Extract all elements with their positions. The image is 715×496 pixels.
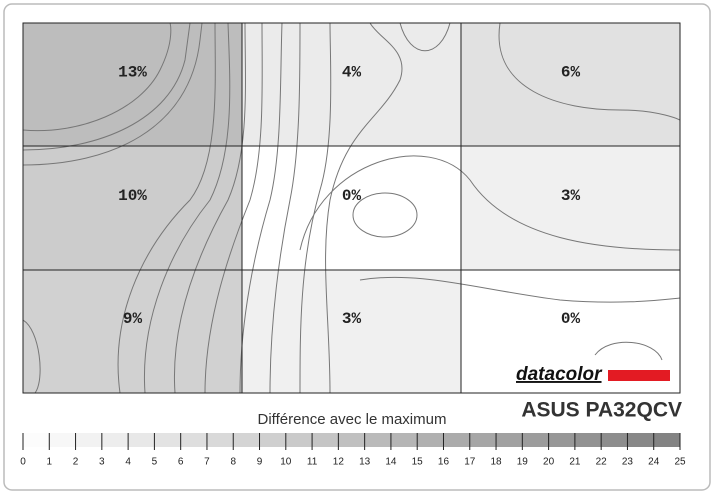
colorbar-swatch xyxy=(206,433,234,447)
colorbar-swatch xyxy=(101,433,129,447)
cell xyxy=(242,23,461,147)
colorbar-tick-label: 12 xyxy=(333,457,345,468)
cell-label: 9% xyxy=(123,310,143,328)
colorbar-swatch xyxy=(522,433,549,447)
colorbar-swatch xyxy=(154,433,181,447)
colorbar-swatch xyxy=(233,433,260,447)
cell-label: 3% xyxy=(342,310,362,328)
colorbar-tick-label: 7 xyxy=(204,457,210,468)
colorbar-tick-label: 2 xyxy=(73,457,79,468)
colorbar-tick-label: 1 xyxy=(46,457,52,468)
colorbar-tick-label: 9 xyxy=(257,457,263,468)
cell-label: 4% xyxy=(342,64,362,82)
colorbar-tick-label: 25 xyxy=(674,457,686,468)
cell-label: 0% xyxy=(342,187,362,205)
colorbar-tick-label: 20 xyxy=(543,457,555,468)
colorbar-tick-label: 22 xyxy=(596,457,608,468)
cell-label: 0% xyxy=(561,310,581,328)
colorbar-tick-label: 0 xyxy=(20,457,26,468)
colorbar-swatch xyxy=(469,433,497,447)
colorbar-swatch xyxy=(390,433,418,447)
colorbar-tick-label: 18 xyxy=(490,457,502,468)
colorbar-tick-label: 21 xyxy=(569,457,581,468)
chart-title: ASUS PA32QCV xyxy=(521,399,682,422)
colorbar-tick-label: 10 xyxy=(280,457,292,468)
colorbar-swatch xyxy=(180,433,207,447)
colorbar-swatch xyxy=(496,433,523,447)
cell xyxy=(242,269,461,393)
cell xyxy=(242,146,461,270)
colorbar-tick-label: 6 xyxy=(178,457,184,468)
cell-grid xyxy=(22,22,681,394)
colorbar-swatch xyxy=(417,433,444,447)
cell xyxy=(461,146,680,270)
colorbar-swatch xyxy=(285,433,313,447)
colorbar-tick-label: 3 xyxy=(99,457,105,468)
colorbar-tick-label: 8 xyxy=(230,457,236,468)
colorbar-swatch xyxy=(548,433,575,447)
colorbar-tick-label: 19 xyxy=(517,457,529,468)
cells xyxy=(23,23,680,393)
colorbar-swatch xyxy=(574,433,602,447)
colorbar-swatch xyxy=(259,433,286,447)
colorbar-swatch xyxy=(75,433,102,447)
colorbar-tick-label: 14 xyxy=(385,457,397,468)
colorbar-tick-label: 5 xyxy=(152,457,158,468)
brand-bar xyxy=(608,370,670,381)
colorbar-swatch xyxy=(312,433,339,447)
colorbar-tick-label: 13 xyxy=(359,457,371,468)
colorbar-swatch xyxy=(23,433,50,447)
cell xyxy=(461,23,680,147)
cell-label: 13% xyxy=(118,64,147,82)
colorbar-swatch xyxy=(128,433,155,447)
colorbar-swatch xyxy=(338,433,365,447)
colorbar-swatch xyxy=(627,433,654,447)
colorbar-tick-label: 17 xyxy=(464,457,476,468)
colorbar-swatch xyxy=(601,433,628,447)
colorbar: 0 1 2 3 4 5 6 7 8 9 10 11 12 13 14 15 16 17 18 19 20 21 22 23 24… xyxy=(20,433,686,468)
colorbar-swatch xyxy=(653,433,680,447)
cell xyxy=(23,23,242,147)
cell-label: 10% xyxy=(118,187,147,205)
colorbar-tick-label: 24 xyxy=(648,457,660,468)
colorbar-tick-label: 16 xyxy=(438,457,450,468)
colorbar-tick-label: 11 xyxy=(307,457,318,468)
colorbar-tick-label: 15 xyxy=(412,457,424,468)
cell xyxy=(23,146,242,270)
brand: datacolor xyxy=(516,364,603,385)
colorbar-swatch xyxy=(49,433,76,447)
colorbar-tick-label: 4 xyxy=(125,457,131,468)
colorbar-swatch xyxy=(364,433,391,447)
contours xyxy=(23,23,680,393)
cell-label: 3% xyxy=(561,187,581,205)
colorbar-swatch xyxy=(443,433,470,447)
colorbar-label: Différence avec le maximum xyxy=(258,411,447,428)
colorbar-tick-label: 23 xyxy=(622,457,634,468)
cell-label: 6% xyxy=(561,64,581,82)
